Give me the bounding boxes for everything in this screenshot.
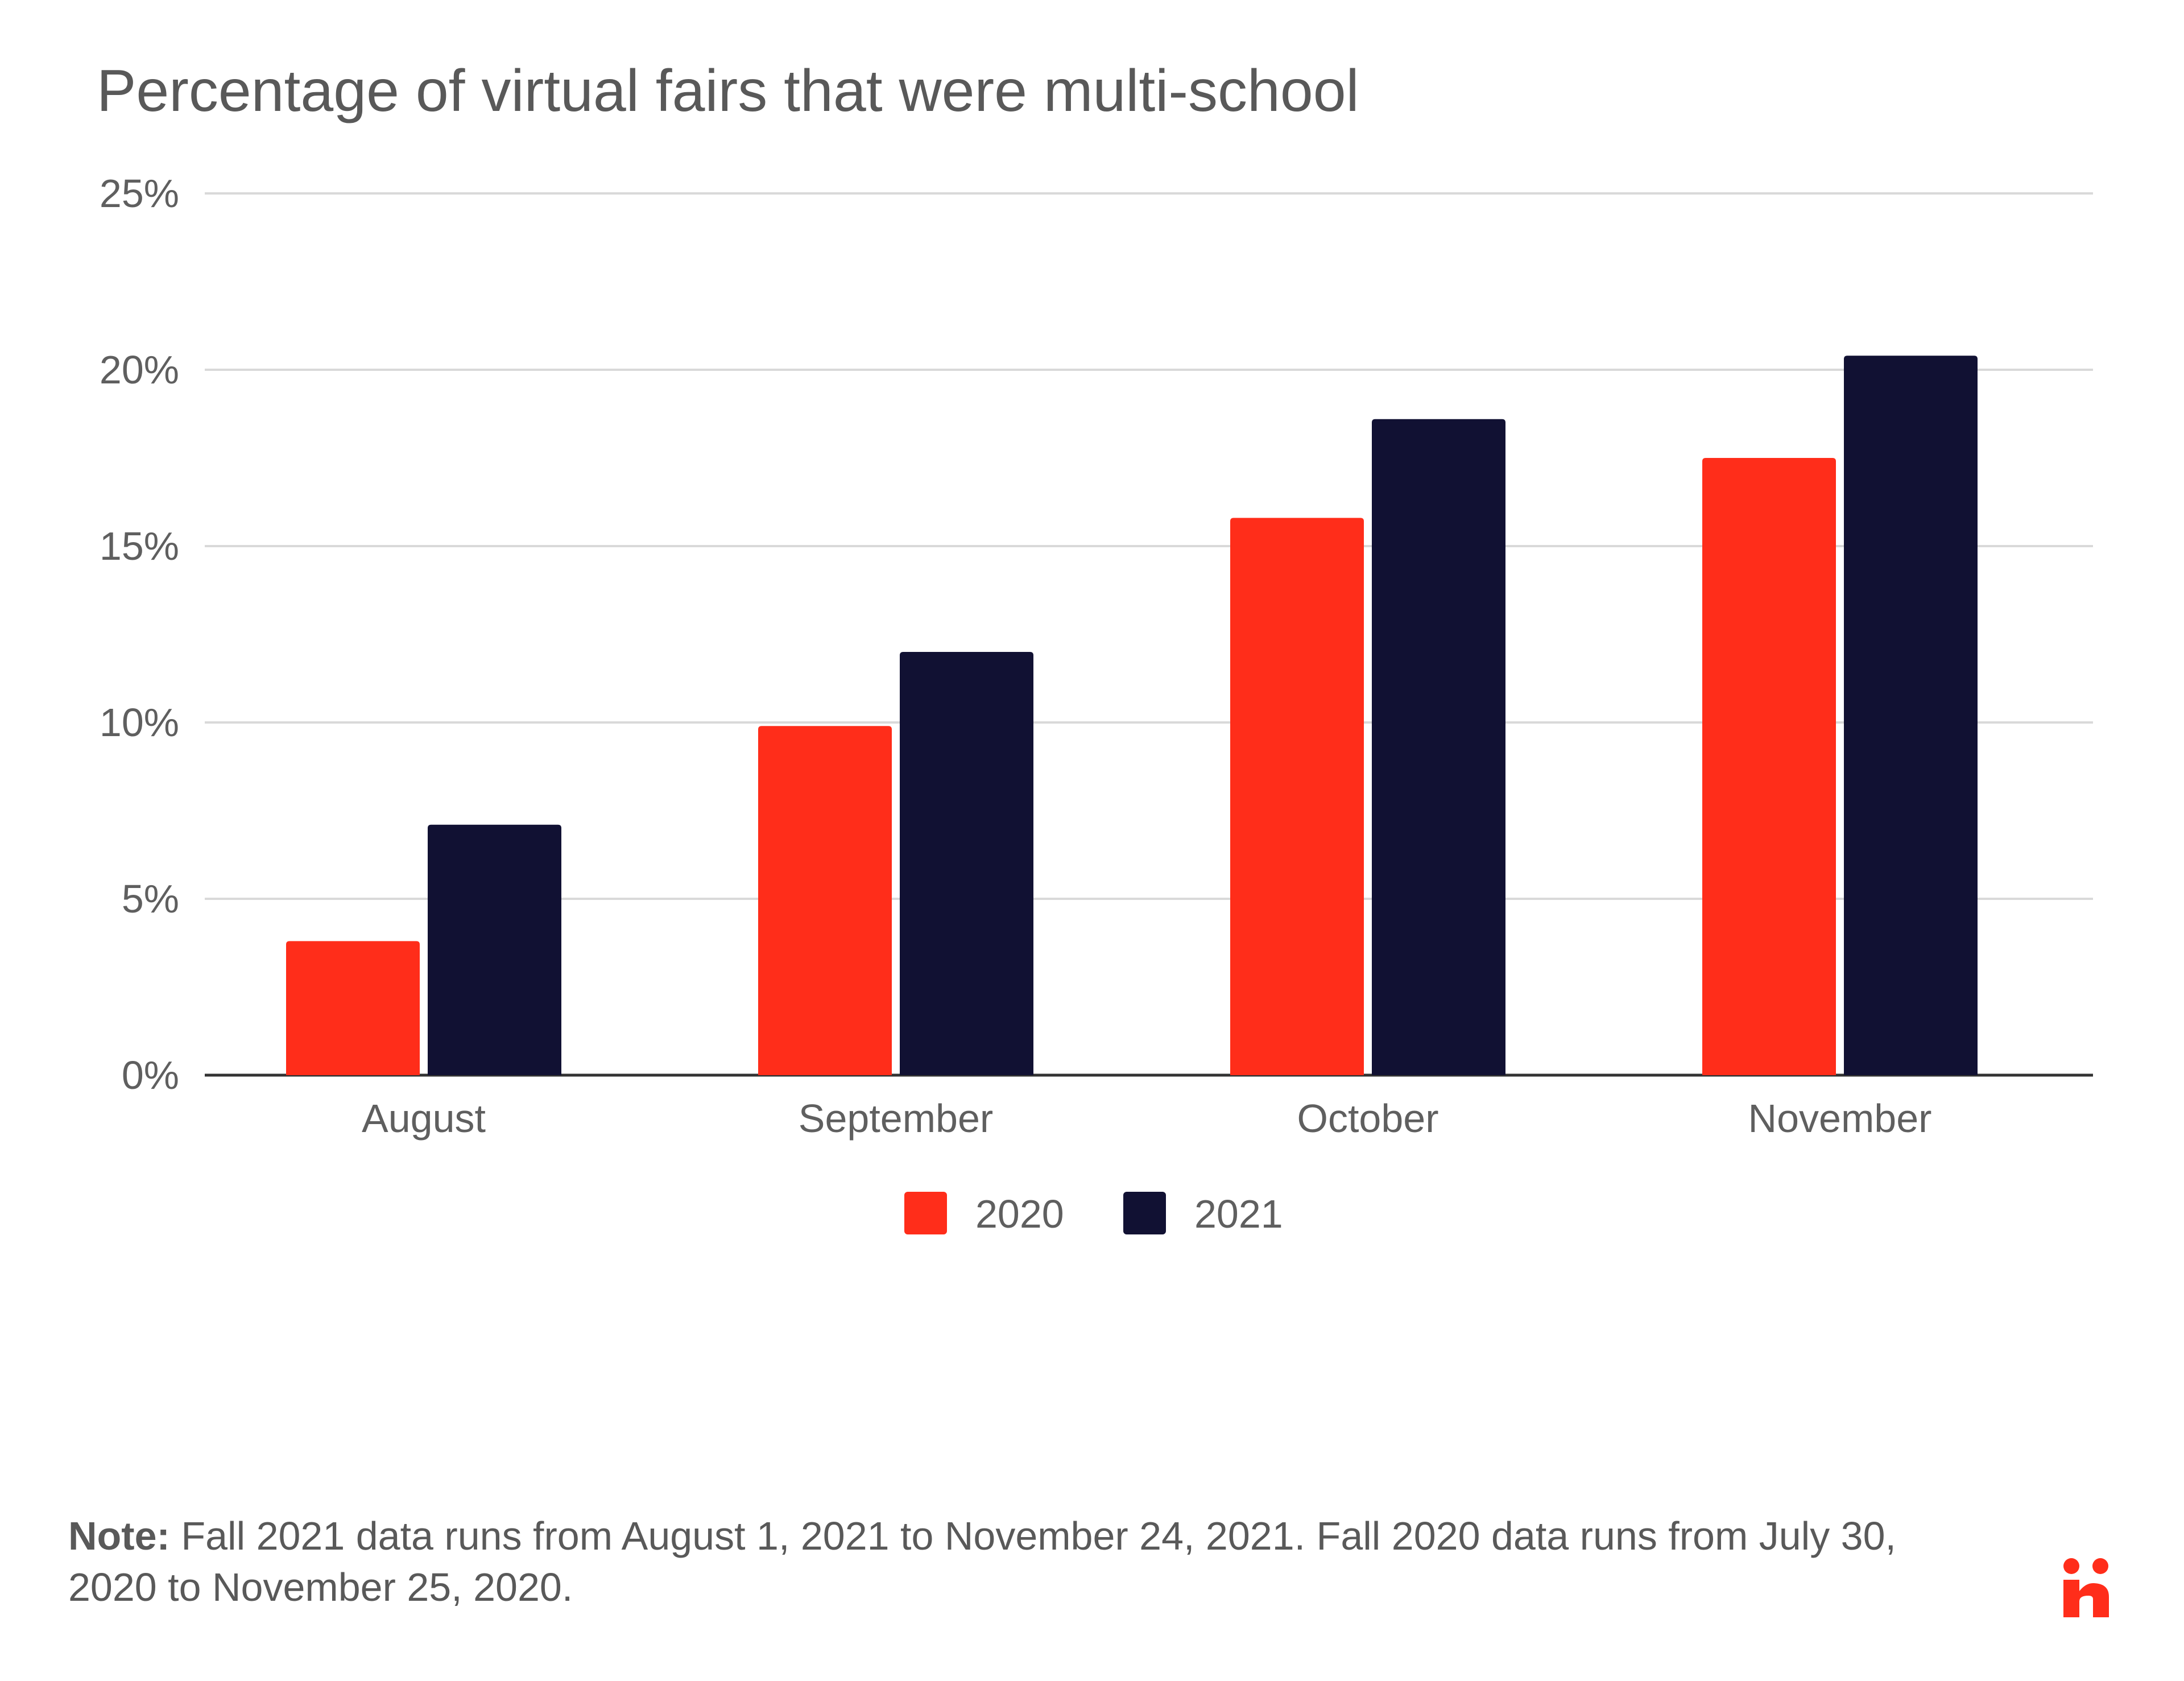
- y-tick-label: 5%: [122, 877, 179, 921]
- bar-2021-november: [1844, 356, 1978, 1076]
- bar-2021-august: [428, 824, 561, 1075]
- x-tick-label: August: [362, 1096, 486, 1141]
- legend-label-2020: 2020: [975, 1192, 1064, 1236]
- note-label: Note:: [68, 1514, 170, 1558]
- legend-swatch-2021: [1123, 1192, 1166, 1234]
- x-tick-label: October: [1297, 1096, 1439, 1141]
- bar-2021-september: [900, 652, 1033, 1075]
- bar-2021-october: [1372, 419, 1505, 1075]
- footnote: Note: Fall 2021 data runs from August 1,…: [68, 1510, 1945, 1613]
- y-tick-label: 10%: [100, 700, 179, 745]
- bar-2020-november: [1702, 458, 1836, 1075]
- y-tick-label: 25%: [100, 171, 179, 216]
- brand-logo-icon: [2063, 1558, 2109, 1617]
- y-tick-label: 15%: [100, 524, 179, 568]
- x-axis-ticks: August September October November: [362, 1096, 1931, 1141]
- legend-label-2021: 2021: [1194, 1192, 1283, 1236]
- y-tick-label: 20%: [100, 348, 179, 392]
- legend: 2020 2021: [904, 1192, 1283, 1236]
- y-axis-ticks: 0% 5% 10% 15% 20% 25%: [100, 171, 179, 1097]
- chart-title: Percentage of virtual fairs that were mu…: [97, 58, 1359, 124]
- bar-2020-october: [1230, 518, 1364, 1075]
- note-text: Fall 2021 data runs from August 1, 2021 …: [68, 1514, 1896, 1609]
- x-tick-label: November: [1748, 1096, 1932, 1141]
- bars: [286, 356, 1978, 1076]
- bar-2020-september: [758, 726, 892, 1075]
- x-tick-label: September: [799, 1096, 993, 1141]
- legend-swatch-2020: [904, 1192, 947, 1234]
- bar-2020-august: [286, 941, 420, 1075]
- y-tick-label: 0%: [122, 1053, 179, 1097]
